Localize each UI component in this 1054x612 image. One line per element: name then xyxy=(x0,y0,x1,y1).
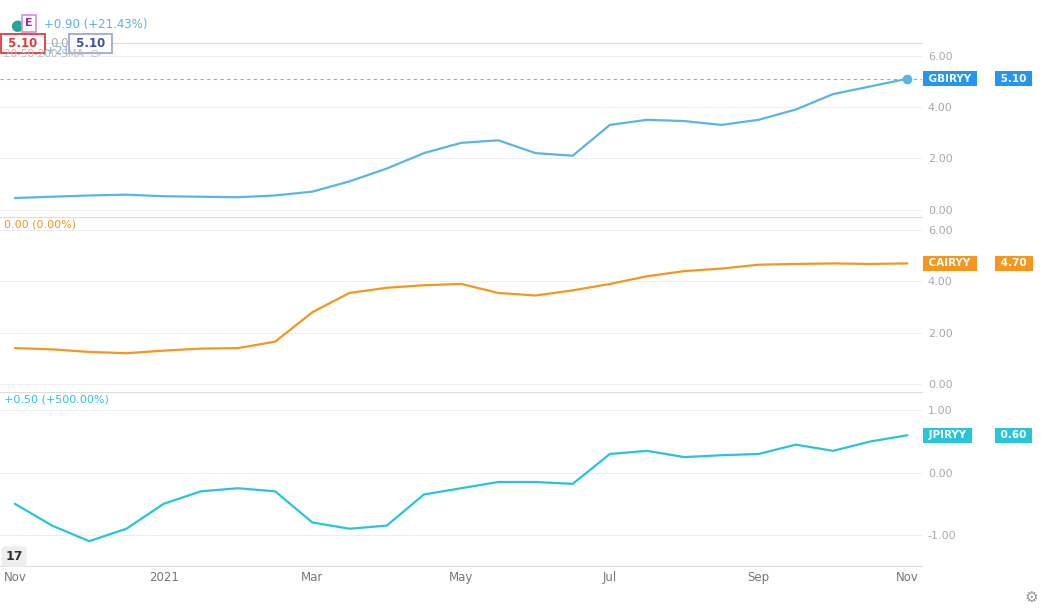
Text: E: E xyxy=(25,18,33,28)
Text: 5.10: 5.10 xyxy=(997,74,1030,84)
Text: 20-50-200-SMA  ∅: 20-50-200-SMA ∅ xyxy=(4,49,99,59)
Text: 4.70: 4.70 xyxy=(997,258,1031,269)
Text: ●: ● xyxy=(11,18,24,34)
Text: 5.10: 5.10 xyxy=(4,37,41,50)
Text: 0.00: 0.00 xyxy=(51,37,77,50)
Text: +0.90 (+21.43%): +0.90 (+21.43%) xyxy=(44,18,148,31)
Text: ⚙: ⚙ xyxy=(1024,589,1038,605)
Text: 0.00 (0.00%): 0.00 (0.00%) xyxy=(4,220,76,230)
Text: 17: 17 xyxy=(5,550,23,563)
Text: CAIRYY: CAIRYY xyxy=(925,258,974,269)
Text: 5.10: 5.10 xyxy=(72,37,109,50)
Text: GBIRYY: GBIRYY xyxy=(925,74,975,84)
Text: JPIRYY: JPIRYY xyxy=(925,430,970,440)
Text: 0.60: 0.60 xyxy=(997,430,1030,440)
Text: +0.50 (+500.00%): +0.50 (+500.00%) xyxy=(4,394,110,404)
Text: +0.90 (+21.43%): +0.90 (+21.43%) xyxy=(4,45,102,55)
